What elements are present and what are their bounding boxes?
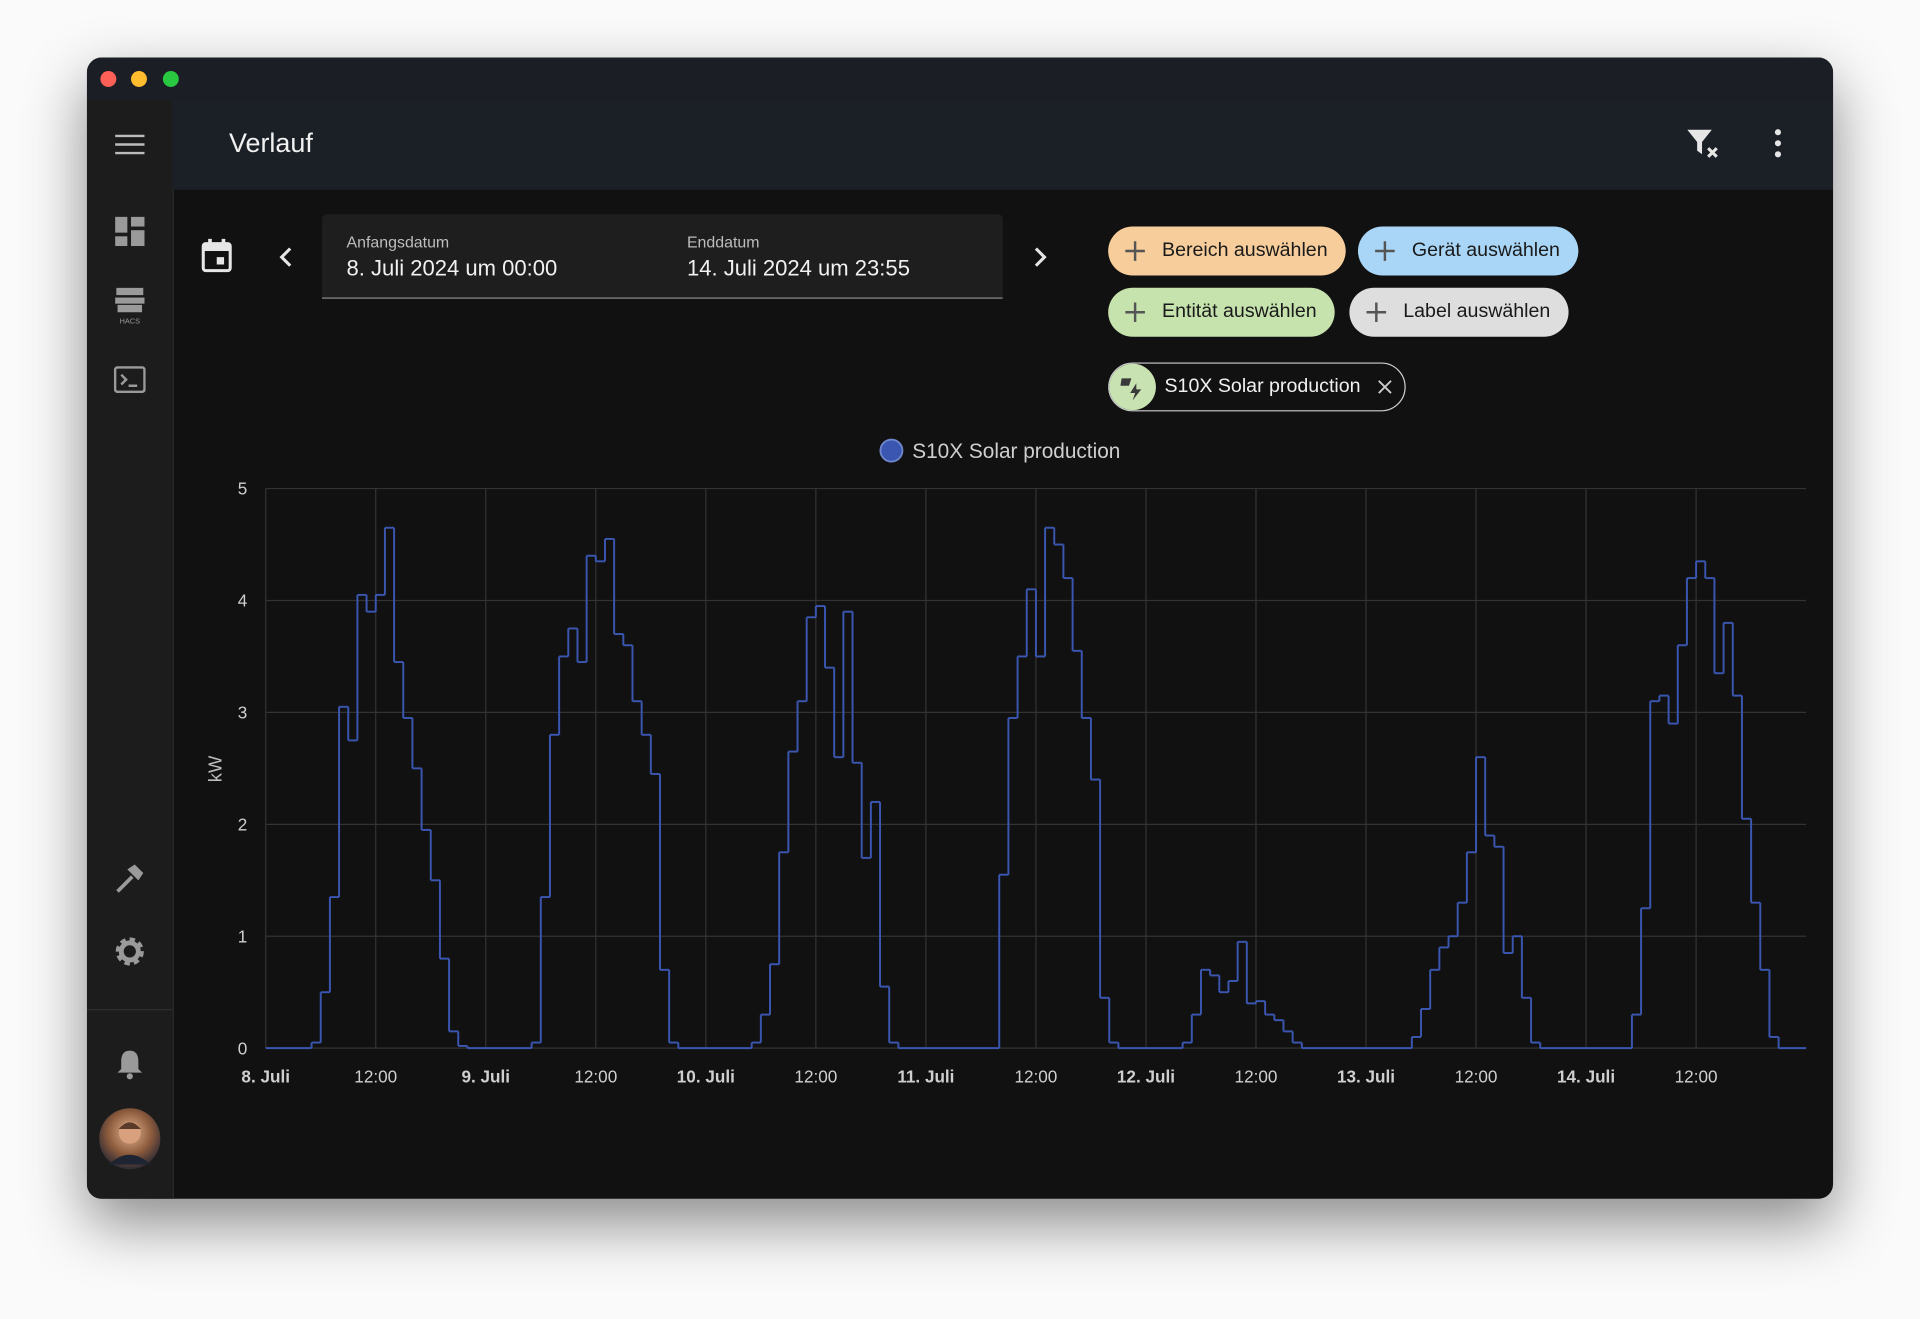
y-tick-label: 4 bbox=[238, 591, 248, 611]
terminal-icon[interactable] bbox=[113, 366, 146, 394]
page-title: Verlauf bbox=[228, 127, 313, 158]
x-tick-label: 9. Juli bbox=[461, 1066, 510, 1086]
x-tick-label: 10. Juli bbox=[677, 1066, 735, 1086]
x-tick-label: 12:00 bbox=[574, 1066, 617, 1086]
end-date: 14. Juli 2024 um 23:55 bbox=[686, 255, 910, 281]
y-tick-label: 5 bbox=[238, 479, 248, 499]
x-tick-label: 12:00 bbox=[1235, 1066, 1278, 1086]
hacs-icon[interactable]: HACS bbox=[115, 287, 145, 325]
maximize-button[interactable] bbox=[162, 71, 179, 87]
x-tick-label: 12. Juli bbox=[1117, 1066, 1175, 1086]
x-tick-label: 8. Juli bbox=[241, 1066, 290, 1086]
y-tick-label: 2 bbox=[238, 814, 248, 834]
y-tick-label: 1 bbox=[238, 926, 248, 946]
legend-marker bbox=[879, 438, 904, 463]
title-bar bbox=[86, 57, 1834, 101]
label-filter-chip[interactable]: Label auswählen bbox=[1349, 287, 1569, 337]
x-tick-label: 13. Juli bbox=[1337, 1066, 1395, 1086]
entity-filter-chip[interactable]: Entität auswählen bbox=[1108, 287, 1336, 337]
next-range-button[interactable] bbox=[1032, 246, 1049, 268]
x-tick-label: 14. Juli bbox=[1557, 1066, 1615, 1086]
chip-label: Entität auswählen bbox=[1162, 301, 1317, 323]
x-tick-label: 12:00 bbox=[1014, 1066, 1057, 1086]
y-tick-label: 0 bbox=[238, 1038, 248, 1058]
legend-label: S10X Solar production bbox=[912, 440, 1120, 463]
window: HACS Verlauf Anfangsdatum 8. Juli 2024 u… bbox=[86, 57, 1834, 1199]
x-tick-label: 12:00 bbox=[354, 1066, 397, 1086]
sidebar: HACS bbox=[86, 100, 174, 1199]
calendar-button[interactable] bbox=[201, 238, 233, 273]
entity-icon bbox=[1109, 363, 1156, 411]
chip-label: S10X Solar production bbox=[1164, 375, 1361, 397]
close-button[interactable] bbox=[100, 71, 117, 87]
chip-label: Label auswählen bbox=[1403, 301, 1551, 323]
y-tick-label: 3 bbox=[238, 703, 248, 723]
x-tick-label: 12:00 bbox=[794, 1066, 837, 1086]
chip-label: Gerät auswählen bbox=[1411, 240, 1560, 261]
settings-icon[interactable] bbox=[114, 936, 146, 968]
start-label: Anfangsdatum bbox=[346, 232, 450, 252]
previous-range-button[interactable] bbox=[277, 246, 294, 268]
developer-tools-icon[interactable] bbox=[114, 862, 146, 894]
remove-chip-button[interactable] bbox=[1378, 380, 1393, 395]
svg-text:HACS: HACS bbox=[120, 316, 140, 324]
chart: S10X Solar production kW 0 1 2 3 4 5 8. Juli 12:0… bbox=[205, 438, 1807, 1086]
chip-label: Bereich auswählen bbox=[1162, 240, 1328, 261]
device-filter-chip[interactable]: Gerät auswählen bbox=[1357, 226, 1579, 276]
start-date: 8. Juli 2024 um 00:00 bbox=[346, 255, 558, 281]
area-filter-chip[interactable]: Bereich auswählen bbox=[1108, 226, 1346, 276]
user-avatar[interactable] bbox=[99, 1108, 161, 1170]
end-label: Enddatum bbox=[686, 232, 760, 252]
menu-icon[interactable] bbox=[115, 132, 145, 156]
x-tick-label: 12:00 bbox=[1455, 1066, 1498, 1086]
minimize-button[interactable] bbox=[131, 71, 147, 87]
x-tick-label: 12:00 bbox=[1675, 1066, 1718, 1086]
notifications-icon[interactable] bbox=[115, 1048, 144, 1080]
dashboard-icon[interactable] bbox=[115, 216, 145, 247]
clear-filter-button[interactable] bbox=[1686, 127, 1723, 161]
x-tick-label: 11. Juli bbox=[897, 1066, 954, 1086]
date-range-picker[interactable]: Anfangsdatum 8. Juli 2024 um 00:00 Endda… bbox=[322, 214, 1003, 299]
divider bbox=[86, 1008, 173, 1011]
y-axis-label: kW bbox=[205, 755, 226, 782]
top-bar: Verlauf bbox=[172, 100, 1834, 190]
more-menu-button[interactable] bbox=[1772, 127, 1784, 159]
selected-entity-chip[interactable]: S10X Solar production bbox=[1108, 362, 1406, 412]
